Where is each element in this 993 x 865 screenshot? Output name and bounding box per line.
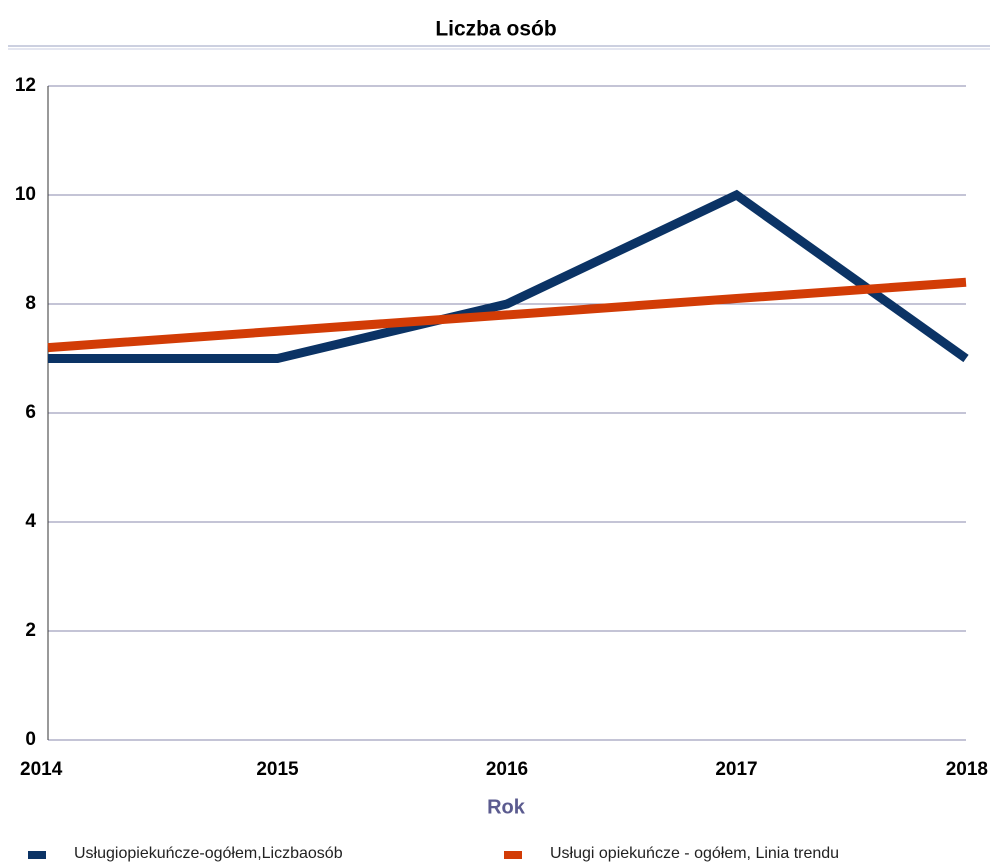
y-tick-label: 4: [25, 511, 36, 532]
y-tick-label: 6: [25, 402, 36, 423]
y-tick-label: 8: [25, 293, 36, 314]
series-line: [47, 277, 967, 353]
x-tick-label: 2015: [256, 759, 299, 780]
y-tick-label: 12: [15, 75, 36, 96]
x-axis-label: Rok: [487, 796, 526, 818]
chart-title: Liczba osób: [435, 18, 556, 41]
legend-label: Usługiopiekuńcze-ogółem,Liczbaosób: [74, 845, 343, 862]
series-line: [48, 189, 969, 363]
legend-label: Usługi opiekuńcze - ogółem, Linia trendu: [550, 845, 839, 862]
legend-swatch: [28, 851, 46, 859]
y-tick-label: 0: [25, 729, 36, 750]
x-tick-label: 2017: [715, 759, 757, 780]
x-tick-label: 2018: [946, 759, 988, 780]
y-tick-label: 2: [25, 620, 36, 641]
y-tick-label: 10: [15, 184, 36, 205]
x-tick-label: 2016: [486, 759, 528, 780]
x-tick-label: 2014: [20, 759, 63, 780]
legend-swatch: [504, 851, 522, 859]
